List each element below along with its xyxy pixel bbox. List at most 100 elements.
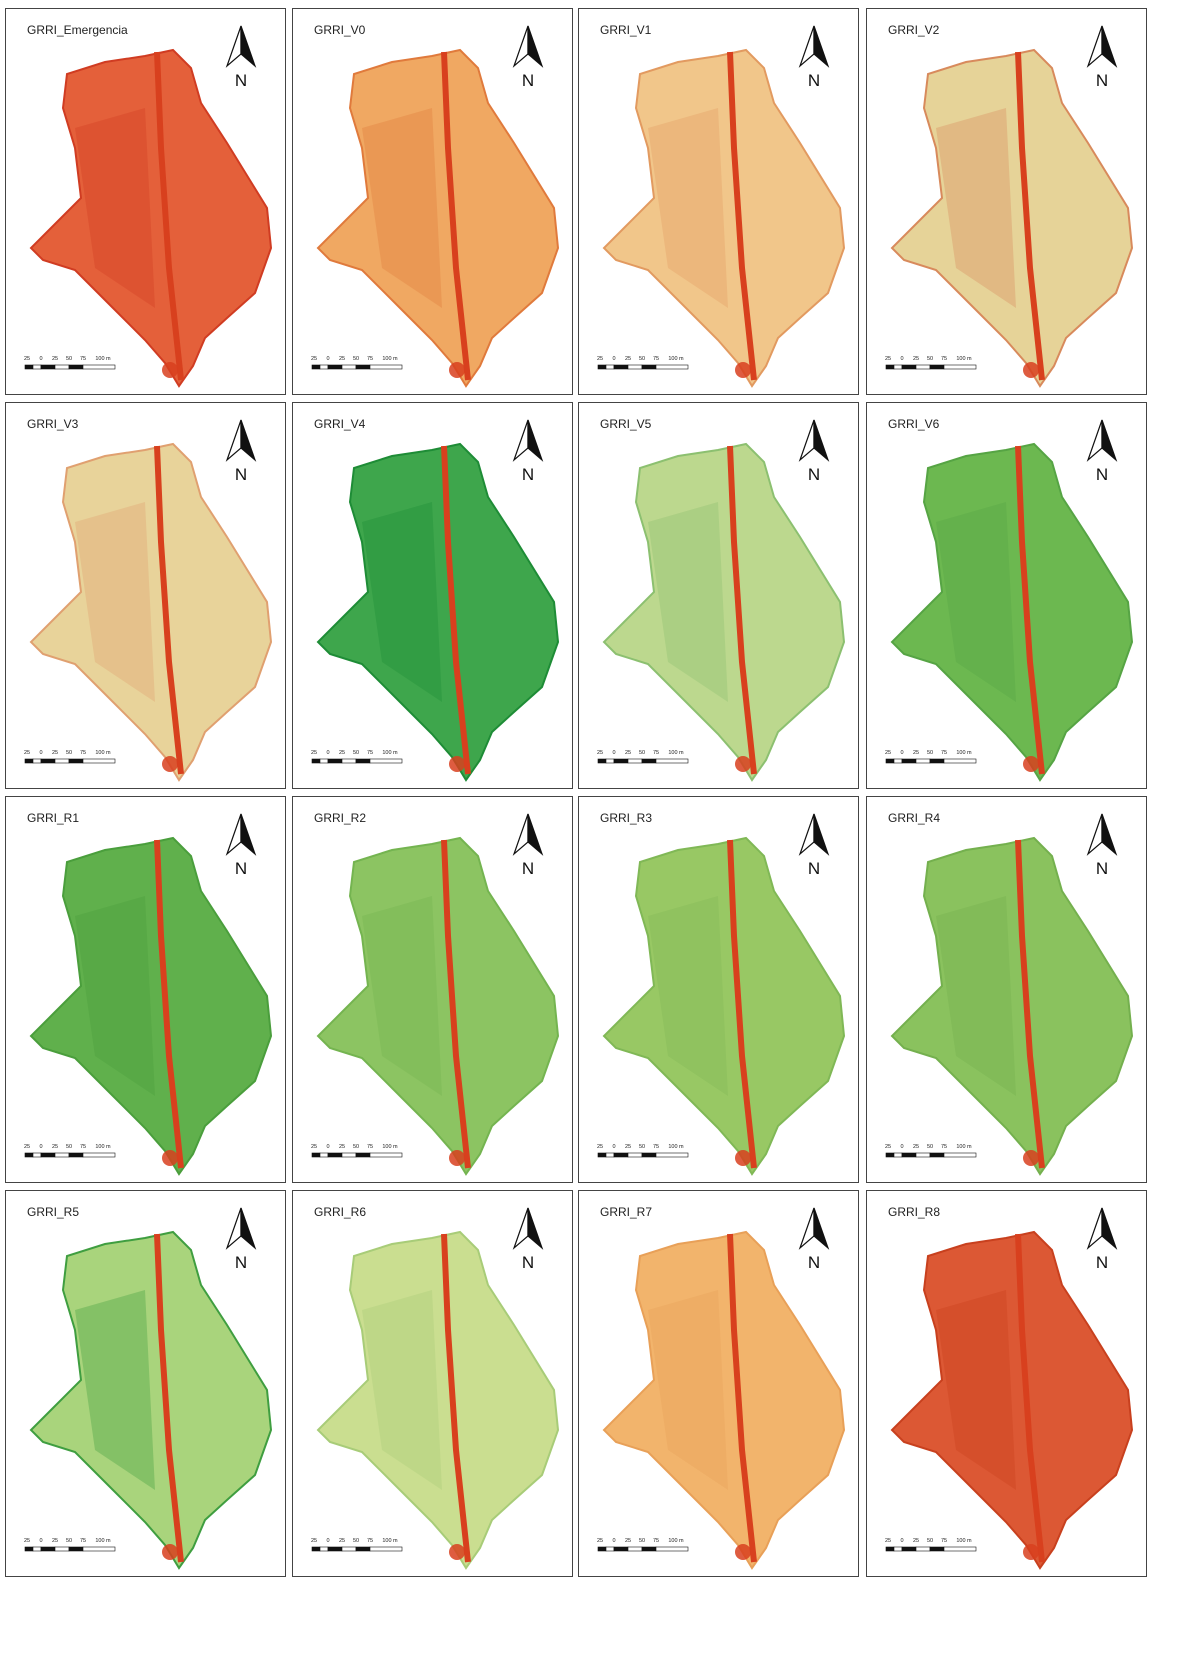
scale-bar-segment bbox=[312, 365, 320, 369]
scale-bar-segment bbox=[320, 365, 328, 369]
field-spot bbox=[449, 362, 465, 378]
field-spot bbox=[1023, 1150, 1039, 1166]
scale-bar-segment bbox=[614, 1547, 628, 1551]
scale-bar-segment bbox=[598, 1153, 606, 1157]
scale-label: 50 bbox=[639, 750, 645, 756]
scale-label: 0 bbox=[612, 356, 615, 362]
field-spot bbox=[735, 362, 751, 378]
scale-label: 0 bbox=[612, 1538, 615, 1544]
scale-bar-segment bbox=[656, 1547, 688, 1551]
scale-label: 0 bbox=[900, 750, 903, 756]
scale-bar-segment bbox=[606, 1153, 614, 1157]
panel-title: GRRI_V4 bbox=[314, 417, 366, 431]
scale-bar-segment bbox=[902, 1547, 916, 1551]
scale-bar-segment bbox=[25, 1153, 33, 1157]
scale-label: 25 bbox=[913, 750, 919, 756]
scale-label: 0 bbox=[612, 750, 615, 756]
scale-label: 25 bbox=[311, 1144, 317, 1150]
scale-bar-segment bbox=[894, 1153, 902, 1157]
scale-bar-segment bbox=[628, 365, 642, 369]
scale-bar-segment bbox=[328, 1153, 342, 1157]
scale-label: 75 bbox=[653, 1538, 659, 1544]
scale-bar-segment bbox=[25, 759, 33, 763]
scale-bar-segment bbox=[25, 1547, 33, 1551]
scale-label: 50 bbox=[927, 750, 933, 756]
scale-label: 25 bbox=[24, 356, 30, 362]
field-spot bbox=[1023, 756, 1039, 772]
scale-label: 25 bbox=[625, 1538, 631, 1544]
scale-label: 50 bbox=[639, 356, 645, 362]
scale-label: 100 m bbox=[382, 750, 398, 756]
scale-label: 50 bbox=[639, 1538, 645, 1544]
scale-label: 100 m bbox=[95, 750, 111, 756]
scale-label: 100 m bbox=[956, 356, 972, 362]
scale-bar-segment bbox=[83, 759, 115, 763]
panel-title: GRRI_R8 bbox=[888, 1205, 940, 1219]
north-label: N bbox=[522, 71, 534, 90]
scale-label: 25 bbox=[52, 356, 58, 362]
scale-label: 100 m bbox=[668, 356, 684, 362]
scale-bar-segment bbox=[628, 1153, 642, 1157]
scale-bar-segment bbox=[902, 759, 916, 763]
scale-bar-segment bbox=[894, 365, 902, 369]
scale-bar-segment bbox=[916, 365, 930, 369]
map-panel: GRRI_R5N250255075100 m bbox=[6, 1191, 286, 1577]
scale-label: 25 bbox=[597, 1144, 603, 1150]
scale-label: 25 bbox=[885, 1144, 891, 1150]
panel-title: GRRI_V2 bbox=[888, 23, 940, 37]
scale-bar-segment bbox=[606, 759, 614, 763]
scale-label: 25 bbox=[885, 750, 891, 756]
scale-bar-segment bbox=[69, 365, 83, 369]
scale-label: 25 bbox=[24, 1538, 30, 1544]
scale-bar-segment bbox=[944, 1547, 976, 1551]
scale-label: 25 bbox=[597, 356, 603, 362]
scale-bar-segment bbox=[342, 365, 356, 369]
scale-label: 0 bbox=[612, 1144, 615, 1150]
scale-label: 50 bbox=[66, 750, 72, 756]
scale-bar-segment bbox=[614, 759, 628, 763]
scale-label: 50 bbox=[927, 1538, 933, 1544]
field-spot bbox=[162, 756, 178, 772]
scale-bar-segment bbox=[656, 1153, 688, 1157]
panel-title: GRRI_R1 bbox=[27, 811, 79, 825]
scale-label: 75 bbox=[941, 356, 947, 362]
scale-label: 25 bbox=[339, 1538, 345, 1544]
scale-label: 100 m bbox=[956, 1538, 972, 1544]
figure: GRRI_EmergenciaN250255075100 mGRRI_V0N25… bbox=[0, 0, 1198, 1656]
map-panel: GRRI_R6N250255075100 m bbox=[293, 1191, 573, 1577]
scale-bar-segment bbox=[606, 365, 614, 369]
scale-bar-segment bbox=[656, 759, 688, 763]
scale-label: 25 bbox=[885, 356, 891, 362]
scale-label: 100 m bbox=[95, 1538, 111, 1544]
scale-bar-segment bbox=[370, 759, 402, 763]
north-label: N bbox=[808, 71, 820, 90]
scale-label: 75 bbox=[80, 356, 86, 362]
scale-bar-segment bbox=[33, 365, 41, 369]
scale-label: 25 bbox=[625, 750, 631, 756]
scale-label: 25 bbox=[52, 750, 58, 756]
scale-label: 25 bbox=[913, 356, 919, 362]
field-spot bbox=[449, 1544, 465, 1560]
scale-bar-segment bbox=[916, 1153, 930, 1157]
scale-label: 25 bbox=[597, 1538, 603, 1544]
scale-bar-segment bbox=[614, 365, 628, 369]
field-spot bbox=[1023, 362, 1039, 378]
scale-bar-segment bbox=[930, 1547, 944, 1551]
north-label: N bbox=[1096, 71, 1108, 90]
scale-label: 75 bbox=[80, 750, 86, 756]
scale-bar-segment bbox=[55, 1547, 69, 1551]
scale-bar-segment bbox=[886, 1153, 894, 1157]
scale-label: 0 bbox=[326, 750, 329, 756]
scale-bar-segment bbox=[55, 759, 69, 763]
panel-title: GRRI_V5 bbox=[600, 417, 652, 431]
north-label: N bbox=[1096, 1253, 1108, 1272]
scale-bar-segment bbox=[356, 365, 370, 369]
scale-bar-segment bbox=[894, 1547, 902, 1551]
scale-bar-segment bbox=[342, 1547, 356, 1551]
scale-bar-segment bbox=[83, 1153, 115, 1157]
scale-bar-segment bbox=[356, 1547, 370, 1551]
panel-title: GRRI_R7 bbox=[600, 1205, 652, 1219]
